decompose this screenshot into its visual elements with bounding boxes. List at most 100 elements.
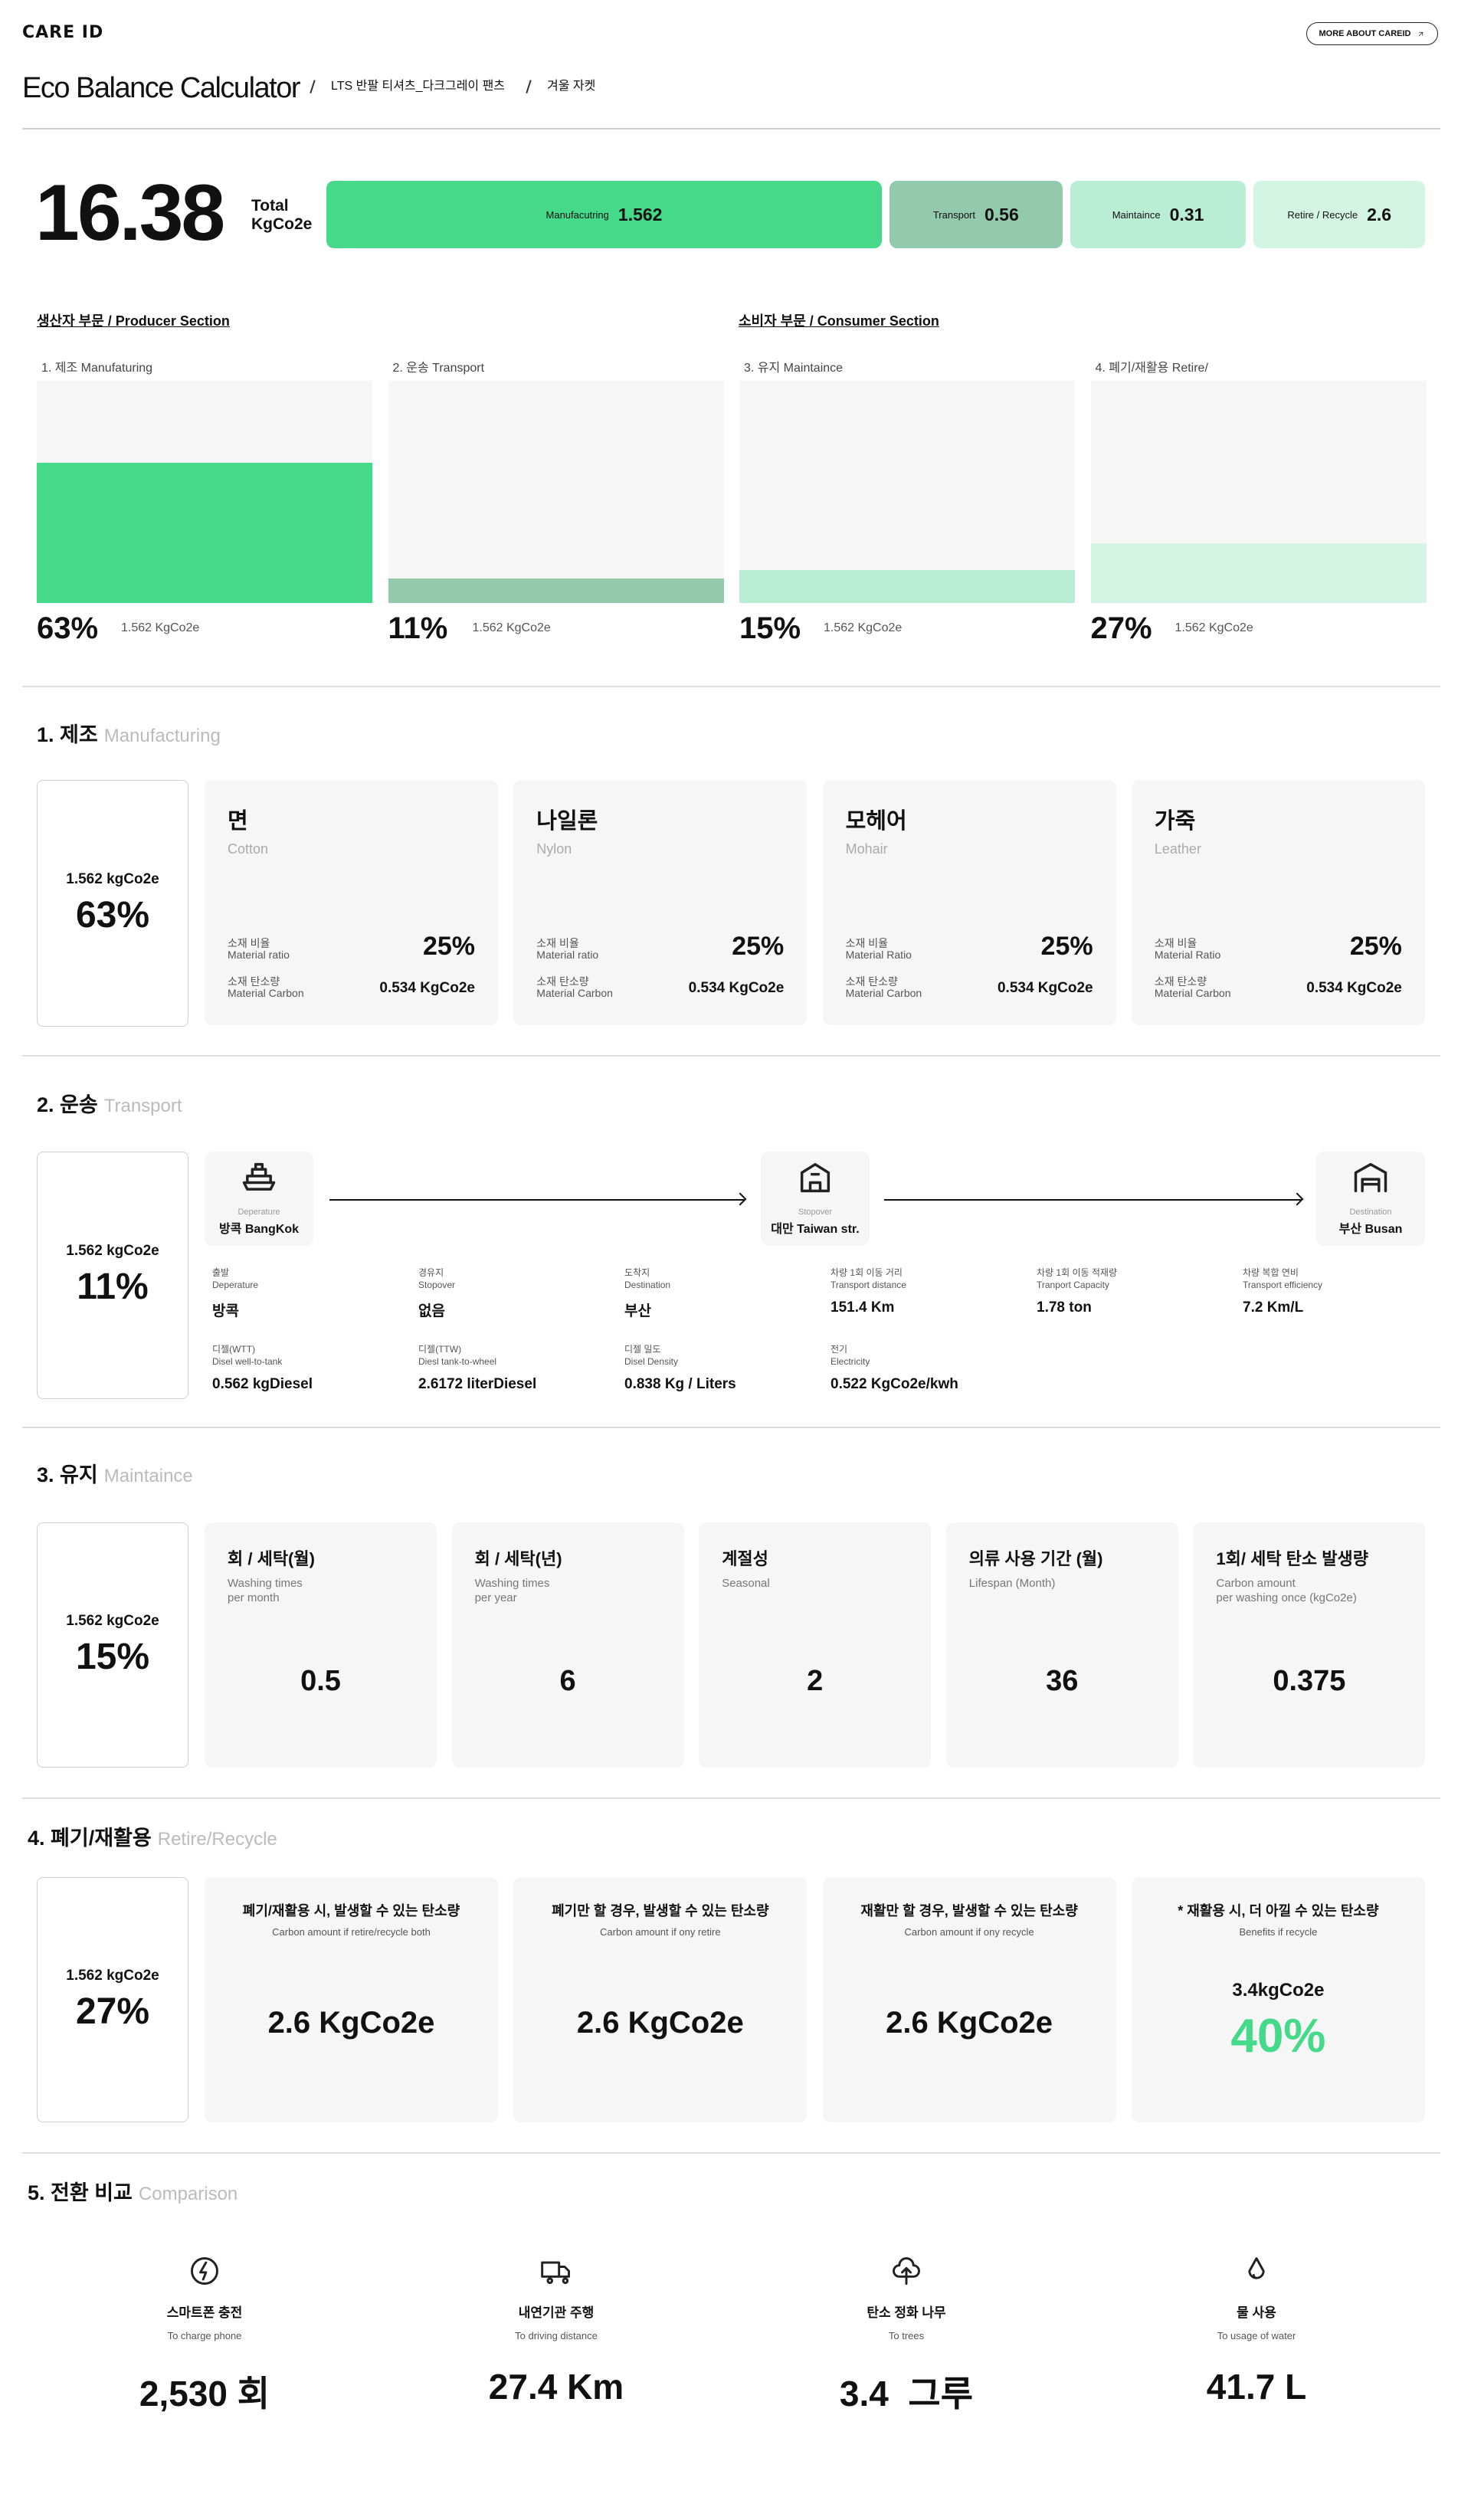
info-label: 차량 1회 이동 거리: [831, 1267, 903, 1278]
panel-bar: [739, 569, 1075, 603]
retire-card: 폐기만 할 경우, 발생할 수 있는 탄소량 Carbon amount if o…: [513, 1877, 808, 2122]
card-title: * 재활용 시, 더 아낄 수 있는 탄소량: [1178, 1903, 1379, 1919]
retire-card: 재활만 할 경우, 발생할 수 있는 탄소량 Carbon amount if o…: [822, 1877, 1116, 2122]
card-title: 계절성: [722, 1549, 768, 1568]
info-value: 7.2 Km/L: [1243, 1299, 1304, 1316]
maintenance-card: 회 / 세탁(년) Washing times per year 6: [451, 1522, 684, 1768]
ratio-label: 소재 비율: [1154, 937, 1197, 949]
card-percent: 27%: [75, 1991, 150, 2032]
carbon-label-en: Material Carbon: [536, 987, 613, 999]
comparison-value: 3.4 그루: [839, 2374, 974, 2413]
material-name: 모헤어: [845, 809, 907, 834]
card-value: 1.562 kgCo2e: [66, 1612, 159, 1629]
total-label: Total: [251, 197, 289, 215]
panel-title: 4. 폐기/재활용 Retire/: [1095, 362, 1208, 375]
segment-value: 1.562: [618, 204, 663, 224]
info-label-en: Disel Density: [624, 1356, 679, 1367]
comparison-item: 탄소 정화 나무 To trees 3.4 그루: [753, 2254, 1060, 2417]
breadcrumb-separator: [526, 80, 532, 93]
material-name-en: Cotton: [228, 841, 269, 857]
comparison-item: 물 사용 To usage of water 41.7 L: [1103, 2254, 1410, 2407]
ratio-value: 25%: [422, 932, 475, 961]
info-label: 디젤 밀도: [624, 1344, 661, 1355]
info-value: 0.562 kgDiesel: [212, 1376, 313, 1392]
panel-bar: [1090, 542, 1427, 603]
card-subtitle: Lifespan (Month): [968, 1577, 1056, 1590]
info-value: 0.522 KgCo2e/kwh: [831, 1376, 958, 1392]
section-heading: 5. 전환 비교 Comparison: [28, 2176, 238, 2206]
ratio-label: 소재 비율: [228, 937, 270, 949]
icon: [191, 2257, 218, 2285]
material-card: 가죽 Leather 소재 비율 Material Ratio 25% 소재 탄소량 Mat…: [1131, 780, 1425, 1025]
page-title: Eco Balance Calculator: [22, 72, 301, 104]
card-title: 1회/ 세탁 탄소 발생량: [1216, 1549, 1368, 1568]
info-label-en: Diesl tank-to-wheel: [418, 1356, 497, 1367]
benefit-amount: 3.4kgCo2e: [1232, 1980, 1325, 2001]
card-title: 의류 사용 기간 (월): [968, 1549, 1103, 1568]
carbon-label-en: Material Carbon: [1154, 987, 1231, 999]
logo: CARE ID: [22, 23, 104, 42]
about-button[interactable]: MORE ABOUT CAREID: [1306, 22, 1438, 45]
info-label: 도착지: [624, 1267, 650, 1278]
ratio-value: 25%: [732, 932, 785, 961]
section-rule: [22, 1055, 1440, 1057]
card-title: 폐기만 할 경우, 발생할 수 있는 탄소량: [552, 1903, 769, 1919]
info-value: 2.6172 literDiesel: [418, 1376, 537, 1392]
card-subtitle: Carbon amount if ony retire: [600, 1926, 721, 1938]
card-metric: 6: [559, 1665, 576, 1697]
info-label: 차량 복합 연비: [1243, 1267, 1299, 1278]
material-name: 나일론: [536, 809, 598, 834]
info-label-en: Tranport Capacity: [1037, 1280, 1109, 1290]
breadcrumb: LTS 반팔 티셔츠_다크그레이 팬츠: [331, 80, 506, 93]
carbon-value: 0.534 KgCo2e: [1306, 980, 1402, 996]
ratio-label-en: Material Ratio: [845, 949, 912, 961]
comparison-subtitle: To charge phone: [167, 2330, 242, 2341]
section-subtitle: Manufacturing: [103, 726, 221, 746]
panel-bar: [37, 463, 372, 603]
material-name-en: Nylon: [536, 841, 572, 857]
panel-title: 3. 유지 Maintaince: [744, 362, 844, 375]
section-subtitle: Retire/Recycle: [157, 1829, 277, 1850]
retire-card: 폐기/재활용 시, 발생할 수 있는 탄소량 Carbon amount if r…: [205, 1877, 498, 2122]
info-label-en: Disel well-to-tank: [212, 1356, 283, 1367]
segment-value: 0.31: [1169, 204, 1204, 224]
comparison-value: 27.4 Km: [488, 2367, 624, 2407]
carbon-label: 소재 탄소량: [228, 975, 280, 988]
info-value: 0.838 Kg / Liters: [624, 1376, 736, 1392]
panel-title: 2. 운송 Transport: [392, 362, 485, 375]
card-metric: 2.6 KgCo2e: [576, 2006, 744, 2040]
card-subtitle: Washing times per year: [474, 1577, 550, 1604]
panel-value: 1.562 KgCo2e: [121, 621, 200, 634]
section-rule: [22, 2152, 1440, 2154]
card-metric: 0.375: [1273, 1665, 1346, 1697]
carbon-label-en: Material Carbon: [228, 987, 304, 999]
benefit-percent: 40%: [1230, 2010, 1326, 2063]
info-value: 151.4 Km: [831, 1299, 895, 1316]
card-value: 1.562 kgCo2e: [66, 1967, 159, 1984]
material-card: 모헤어 Mohair 소재 비율 Material Ratio 25% 소재 탄소량 Mat…: [822, 780, 1116, 1025]
info-label-en: Stopover: [418, 1280, 456, 1290]
info-label: 차량 1회 이동 적재량: [1037, 1267, 1117, 1278]
comparison-title: 스마트폰 충전: [166, 2305, 243, 2320]
comparison-subtitle: To driving distance: [515, 2330, 598, 2341]
section-subtitle: Maintaince: [103, 1466, 193, 1486]
panel-percent: 11%: [388, 611, 448, 645]
info-label: 출발: [212, 1267, 230, 1278]
panel-percent: 63%: [37, 611, 99, 645]
summary-card: 1.562 kgCo2e 63%: [37, 780, 188, 1027]
route-line: [329, 1199, 745, 1201]
ratio-value: 25%: [1349, 932, 1402, 961]
section-subtitle: Transport: [103, 1096, 182, 1116]
panel-value: 1.562 KgCo2e: [472, 621, 551, 634]
consumer-heading: 소비자 부문 / Consumer Section: [739, 313, 939, 329]
section-rule: [22, 686, 1440, 687]
section-title: 1. 제조: [37, 723, 98, 746]
total-value: 16.38: [35, 169, 225, 257]
about-button-label: MORE ABOUT CAREID: [1319, 29, 1411, 38]
node-name: 부산 Busan: [1338, 1223, 1403, 1236]
card-percent: 11%: [77, 1267, 149, 1307]
comparison-title: 탄소 정화 나무: [867, 2305, 946, 2320]
card-subtitle: Carbon amount if ony recycle: [904, 1926, 1034, 1938]
panel-percent: 27%: [1090, 611, 1152, 645]
section-heading: 2. 운송 Transport: [37, 1088, 182, 1118]
